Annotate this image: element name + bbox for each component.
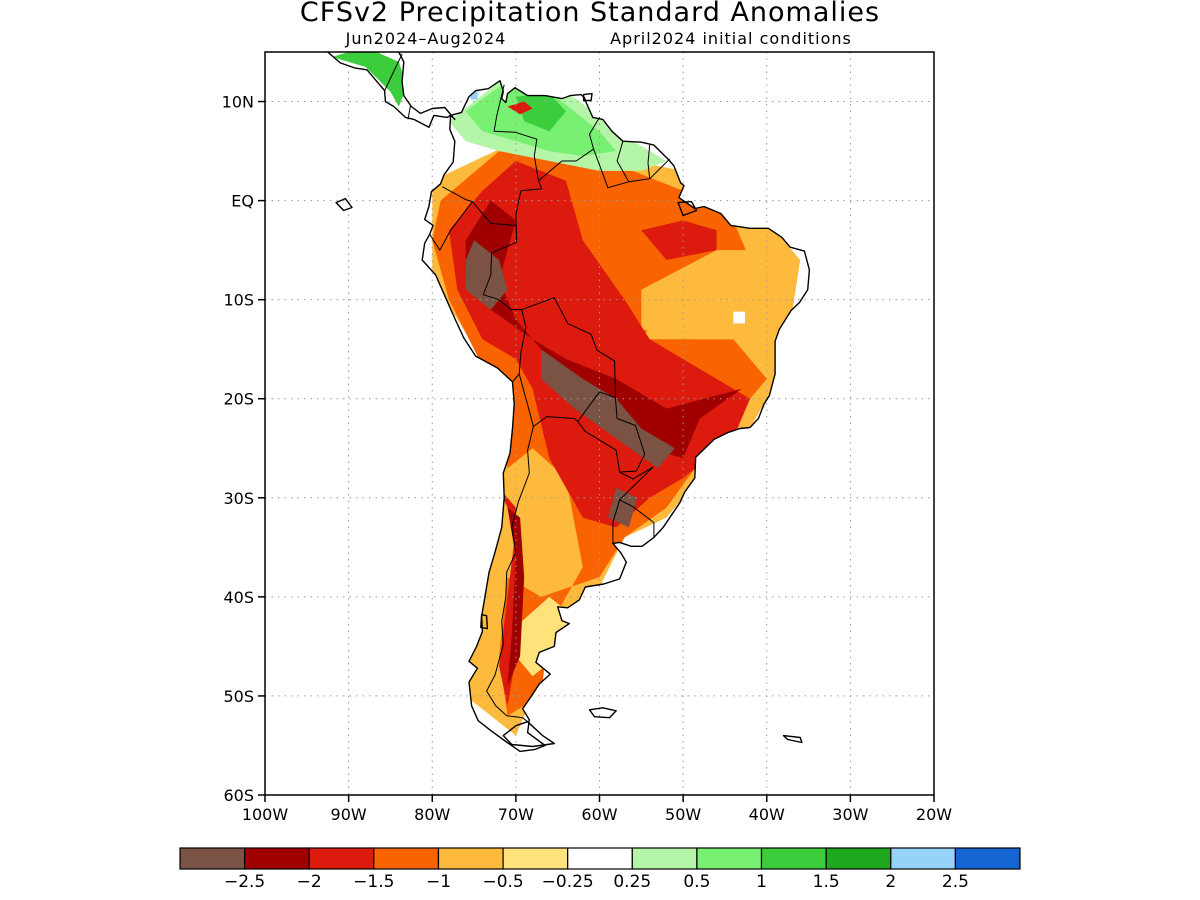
colorbar-label: −2 xyxy=(297,872,322,892)
colorbar-label: −0.5 xyxy=(482,872,523,892)
trinidad-island xyxy=(582,92,593,102)
anomaly-fill-strong-wet-central-america xyxy=(331,52,408,107)
colorbar-label: −1.5 xyxy=(353,872,394,892)
anomaly-fill-neutral-spot xyxy=(733,311,745,324)
colorbar-swatch xyxy=(696,847,763,870)
colorbar-swatch xyxy=(373,847,439,870)
colorbar-label: −2.5 xyxy=(224,872,265,892)
lat-tick-label: EQ xyxy=(231,192,254,211)
anomaly-fill-strong-wet-north xyxy=(515,93,566,132)
colorbar-label: 1.5 xyxy=(813,872,840,892)
lon-tick-label: 70W xyxy=(498,805,534,824)
colorbar-label: −0.25 xyxy=(542,872,594,892)
chiloe-island xyxy=(480,614,489,630)
anomaly-fill-exceptional-dry-andes xyxy=(465,240,508,310)
colorbar-label: 2.5 xyxy=(942,872,969,892)
anomaly-fill-weak-dry-patagonia xyxy=(515,596,575,677)
marajo-island xyxy=(677,200,698,217)
colorbar-swatch xyxy=(760,847,827,870)
colorbar-swatch xyxy=(890,847,956,870)
central-america-coastline xyxy=(327,52,456,128)
lat-tick-label: 10S xyxy=(223,291,254,310)
south-georgia-island xyxy=(782,734,803,744)
lon-tick-label: 60W xyxy=(581,805,617,824)
colorbar-swatch xyxy=(308,847,375,870)
colorbar-swatch xyxy=(179,847,246,870)
longitude-labels: 100W 90W 80W 70W 60W 50W 40W 30W 20W xyxy=(242,805,952,824)
anomaly-fill-moderate-dry-northeast xyxy=(641,250,792,340)
country-borders xyxy=(384,53,671,723)
anomaly-fill-exceptional-dry-chaco xyxy=(541,349,675,469)
lat-tick-label: 40S xyxy=(223,588,254,607)
lat-tick-label: 10N xyxy=(222,93,254,112)
islands xyxy=(335,92,803,748)
lon-tick-label: 80W xyxy=(414,805,450,824)
map-subtitle-initial-conditions: April2024 initial conditions xyxy=(610,29,852,48)
colorbar-label: 0.25 xyxy=(613,872,651,892)
lon-tick-label: 90W xyxy=(331,805,367,824)
anomaly-fill-dry-spot-venezuela xyxy=(507,101,533,115)
galapagos-islands xyxy=(335,197,353,212)
colorbar xyxy=(179,847,1021,870)
colorbar-label: 1 xyxy=(756,872,767,892)
colorbar-swatch xyxy=(502,847,569,870)
lon-tick-label: 40W xyxy=(749,805,785,824)
map-plot-area xyxy=(265,52,934,795)
lon-tick-label: 30W xyxy=(832,805,868,824)
colorbar-swatch xyxy=(954,847,1021,870)
colorbar-labels: −2.5 −2 −1.5 −1 −0.5 −0.25 0.25 0.5 1 1.5 2 2.5 xyxy=(224,872,969,892)
lon-tick-label: 100W xyxy=(242,805,289,824)
anomaly-fill-very-strong-dry-east xyxy=(641,220,717,260)
lat-tick-label: 20S xyxy=(223,390,254,409)
gridlines xyxy=(265,52,934,795)
falkland-islands xyxy=(588,707,617,719)
colorbar-swatch xyxy=(825,847,892,870)
lon-tick-label: 50W xyxy=(665,805,701,824)
map-subtitle-period: Jun2024–Aug2024 xyxy=(345,29,507,48)
lon-tick-label: 20W xyxy=(916,805,952,824)
latitude-labels: 10N EQ 10S 20S 30S 40S 50S 60S xyxy=(222,93,254,805)
lat-tick-label: 60S xyxy=(223,786,254,805)
colorbar-label: −1 xyxy=(426,872,451,892)
lat-tick-label: 30S xyxy=(223,489,254,508)
lat-tick-label: 50S xyxy=(223,687,254,706)
colorbar-swatch xyxy=(631,847,698,870)
colorbar-label: 0.5 xyxy=(683,872,710,892)
anomaly-fill-extreme-dry-chile xyxy=(507,507,525,686)
colorbar-label: 2 xyxy=(885,872,896,892)
map-title: CFSv2 Precipitation Standard Anomalies xyxy=(300,0,880,28)
colorbar-swatch xyxy=(437,847,504,870)
tierra-del-fuego xyxy=(502,721,555,748)
colorbar-swatch xyxy=(567,847,633,870)
axis-ticks xyxy=(258,100,935,802)
colorbar-swatch xyxy=(244,847,310,870)
